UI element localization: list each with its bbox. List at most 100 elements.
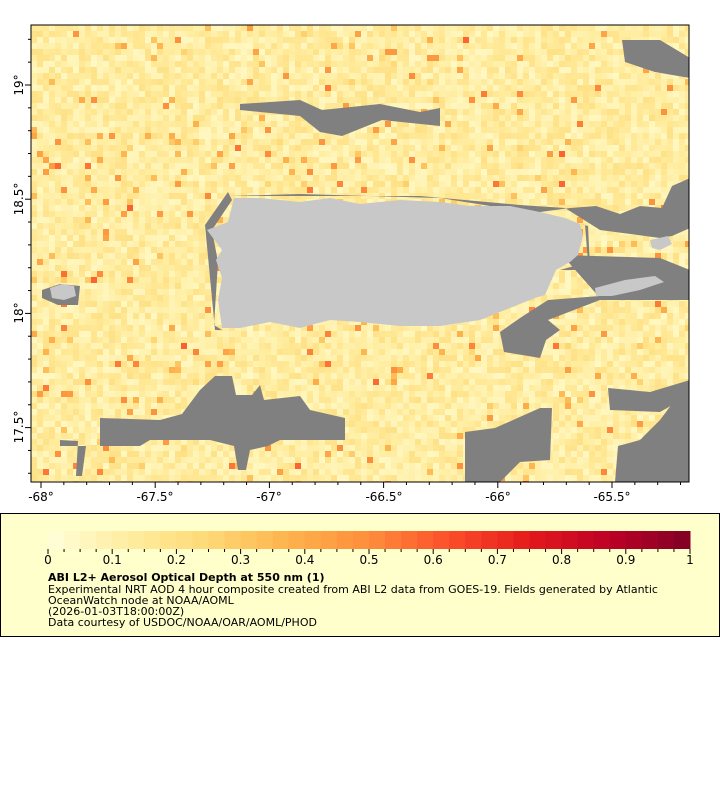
aod-pixel [253,157,259,163]
aod-pixel [523,175,529,181]
aod-pixel [301,151,307,157]
aod-pixel [163,67,169,73]
aod-pixel [307,175,313,181]
aod-pixel [475,73,481,79]
aod-pixel [517,31,523,37]
aod-pixel [631,235,637,241]
aod-pixel [301,97,307,103]
aod-pixel [373,55,379,61]
aod-pixel [139,67,145,73]
aod-pixel [565,31,571,37]
aod-pixel [79,37,85,43]
aod-pixel [157,181,163,187]
aod-pixel [91,61,97,67]
aod-pixel [637,181,643,187]
aod-pixel [31,277,37,283]
aod-pixel [565,133,571,139]
aod-pixel [577,151,583,157]
aod-pixel [31,283,37,289]
aod-pixel [181,277,187,283]
aod-pixel [217,97,223,103]
aod-pixel [199,139,205,145]
aod-pixel [277,25,283,31]
aod-pixel [475,85,481,91]
aod-pixel [445,91,451,97]
aod-pixel [439,97,445,103]
aod-pixel [343,151,349,157]
aod-pixel [391,67,397,73]
aod-pixel [373,145,379,151]
aod-pixel [601,235,607,241]
aod-pixel [169,229,175,235]
aod-pixel [133,31,139,37]
aod-pixel [97,73,103,79]
aod-pixel [121,199,127,205]
aod-pixel [181,295,187,301]
aod-pixel [85,157,91,163]
aod-pixel [73,49,79,55]
aod-pixel [235,61,241,67]
aod-pixel [529,85,535,91]
aod-pixel [643,253,649,259]
aod-pixel [169,181,175,187]
aod-pixel [49,199,55,205]
aod-pixel [667,31,673,37]
aod-pixel [205,43,211,49]
aod-pixel [445,85,451,91]
aod-pixel [151,139,157,145]
aod-pixel [517,43,523,49]
aod-pixel [607,91,613,97]
aod-pixel [349,103,355,109]
aod-pixel [217,55,223,61]
aod-pixel [97,235,103,241]
aod-pixel [673,73,679,79]
aod-pixel [625,169,631,175]
aod-pixel [175,145,181,151]
aod-pixel [145,37,151,43]
aod-pixel [337,187,343,193]
aod-pixel [487,31,493,37]
aod-pixel [481,145,487,151]
aod-pixel [43,151,49,157]
aod-pixel [139,211,145,217]
aod-pixel [559,151,565,157]
aod-pixel [295,157,301,163]
aod-pixel [433,163,439,169]
aod-pixel [289,151,295,157]
aod-pixel [169,25,175,31]
aod-pixel [109,31,115,37]
aod-pixel [73,265,79,271]
aod-pixel [235,157,241,163]
aod-pixel [385,55,391,61]
aod-pixel [523,43,529,49]
aod-pixel [403,67,409,73]
aod-pixel [97,31,103,37]
aod-pixel [193,115,199,121]
aod-pixel [307,97,313,103]
aod-pixel [403,97,409,103]
aod-pixel [37,31,43,37]
aod-pixel [313,145,319,151]
aod-pixel [541,193,547,199]
aod-pixel [145,31,151,37]
aod-pixel [43,91,49,97]
aod-pixel [559,115,565,121]
aod-pixel [241,115,247,121]
aod-pixel [301,73,307,79]
aod-pixel [451,133,457,139]
aod-pixel [541,181,547,187]
aod-pixel [457,97,463,103]
aod-pixel [91,187,97,193]
aod-pixel [307,181,313,187]
aod-pixel [595,67,601,73]
aod-pixel [679,145,685,151]
aod-pixel [355,79,361,85]
aod-pixel [265,85,271,91]
aod-pixel [181,193,187,199]
aod-pixel [475,25,481,31]
aod-pixel [517,91,523,97]
aod-pixel [415,61,421,67]
aod-pixel [91,37,97,43]
aod-pixel [61,37,67,43]
aod-pixel [481,67,487,73]
